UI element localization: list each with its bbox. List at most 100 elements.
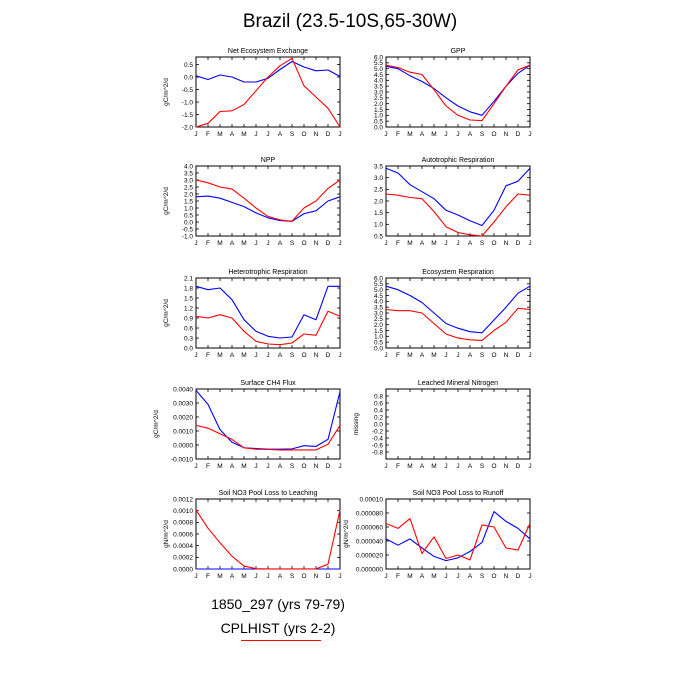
series-line-1 xyxy=(385,518,531,561)
y-tick-label: 2.0 xyxy=(374,322,383,329)
y-tick-label: 3.5 xyxy=(184,170,193,177)
y-tick-label: 0.5 xyxy=(374,339,383,346)
x-tick-label: F xyxy=(396,131,400,138)
y-tick-label: 5.5 xyxy=(374,60,383,67)
y-axis-label: gC/m^2/d xyxy=(153,410,160,438)
x-tick-label: D xyxy=(516,573,521,580)
legend-case-a: 1850_297 (yrs 79-79) xyxy=(211,596,345,612)
x-tick-label: A xyxy=(468,352,473,359)
x-tick-label: N xyxy=(314,573,319,580)
x-tick-label: M xyxy=(431,573,436,580)
x-tick-label: D xyxy=(516,463,521,470)
x-tick-label: J xyxy=(444,573,447,580)
x-tick-label: O xyxy=(491,240,496,247)
y-tick-label: 2.5 xyxy=(374,95,383,102)
x-tick-label: M xyxy=(407,131,412,138)
y-tick-label: 5.5 xyxy=(374,281,383,288)
panel-title: GPP xyxy=(451,48,466,55)
series-line-0 xyxy=(195,195,341,222)
y-tick-label: 4.0 xyxy=(374,78,383,85)
series-line-0 xyxy=(385,167,531,227)
y-tick-label: 0.000080 xyxy=(356,510,383,517)
y-tick-label: -1.0 xyxy=(182,99,194,106)
y-tick-label: 2.5 xyxy=(374,187,383,194)
panel-title: Soil NO3 Pool Loss to Leaching xyxy=(219,490,318,497)
series-line-1 xyxy=(195,509,341,570)
x-tick-label: N xyxy=(504,573,509,580)
x-tick-label: J xyxy=(254,463,257,470)
x-tick-label: A xyxy=(420,131,425,138)
panel-title: Autotrophic Respiration xyxy=(422,157,495,164)
x-tick-label: J xyxy=(194,352,197,359)
series-line-0 xyxy=(385,511,531,562)
series-line-0 xyxy=(195,390,341,450)
x-tick-label: O xyxy=(491,352,496,359)
x-tick-label: J xyxy=(528,463,531,470)
x-tick-label: M xyxy=(407,463,412,470)
x-tick-label: A xyxy=(420,352,425,359)
y-tick-label: 0.0012 xyxy=(173,496,193,503)
x-tick-label: D xyxy=(516,131,521,138)
y-tick-label: 4.5 xyxy=(374,293,383,300)
y-tick-label: 2.5 xyxy=(184,184,193,191)
x-tick-label: F xyxy=(206,240,210,247)
x-tick-label: J xyxy=(266,240,269,247)
x-tick-label: F xyxy=(396,463,400,470)
x-tick-label: J xyxy=(456,463,459,470)
plot-frame xyxy=(385,165,531,237)
plot-frame xyxy=(385,56,531,128)
y-tick-label: 0.0000 xyxy=(173,442,193,449)
panel-title: Leached Mineral Nitrogen xyxy=(418,380,498,387)
y-tick-label: 0.9 xyxy=(184,315,193,322)
x-tick-label: M xyxy=(431,352,436,359)
panel-title: Heterotrophic Respiration xyxy=(228,269,307,276)
x-tick-label: J xyxy=(528,240,531,247)
x-tick-label: J xyxy=(528,573,531,580)
series-line-1 xyxy=(385,193,531,237)
x-tick-label: M xyxy=(241,352,246,359)
legend-case-b: CPLHIST (yrs 2-2) xyxy=(220,620,336,636)
y-tick-label: 0.0006 xyxy=(173,531,193,538)
y-tick-label: -0.2 xyxy=(372,428,384,435)
series-line-1 xyxy=(195,310,341,346)
x-tick-label: A xyxy=(278,352,283,359)
series-line-0 xyxy=(385,285,531,334)
x-tick-label: M xyxy=(217,352,222,359)
y-tick-label: 0.000060 xyxy=(356,524,383,531)
x-tick-label: N xyxy=(314,240,319,247)
x-tick-label: J xyxy=(194,240,197,247)
x-tick-label: D xyxy=(326,463,331,470)
plot-frame xyxy=(195,165,341,237)
x-tick-label: J xyxy=(528,352,531,359)
x-tick-label: M xyxy=(431,131,436,138)
x-tick-label: J xyxy=(266,463,269,470)
x-tick-label: S xyxy=(480,131,485,138)
x-tick-label: J xyxy=(384,131,387,138)
x-tick-label: M xyxy=(217,463,222,470)
x-tick-label: N xyxy=(504,352,509,359)
y-tick-label: 2.5 xyxy=(374,316,383,323)
y-tick-label: 4.0 xyxy=(184,163,193,170)
y-tick-label: -1.0 xyxy=(182,233,194,240)
page-title: Brazil (23.5-10S,65-30W) xyxy=(242,11,458,32)
x-tick-label: A xyxy=(278,573,283,580)
x-tick-label: A xyxy=(230,463,235,470)
y-tick-label: 0.0020 xyxy=(173,414,193,421)
x-tick-label: N xyxy=(504,131,509,138)
x-tick-label: M xyxy=(217,131,222,138)
y-tick-label: 2.0 xyxy=(374,198,383,205)
x-tick-label: A xyxy=(468,240,473,247)
x-tick-label: J xyxy=(384,240,387,247)
x-tick-label: A xyxy=(468,463,473,470)
x-tick-label: A xyxy=(468,573,473,580)
x-tick-label: S xyxy=(290,131,295,138)
x-tick-label: F xyxy=(396,573,400,580)
y-tick-label: 1.0 xyxy=(374,222,383,229)
y-tick-label: 0.0010 xyxy=(173,428,193,435)
x-tick-label: J xyxy=(444,240,447,247)
y-tick-label: 4.5 xyxy=(374,72,383,79)
y-tick-label: 3.0 xyxy=(374,175,383,182)
x-tick-label: J xyxy=(194,463,197,470)
